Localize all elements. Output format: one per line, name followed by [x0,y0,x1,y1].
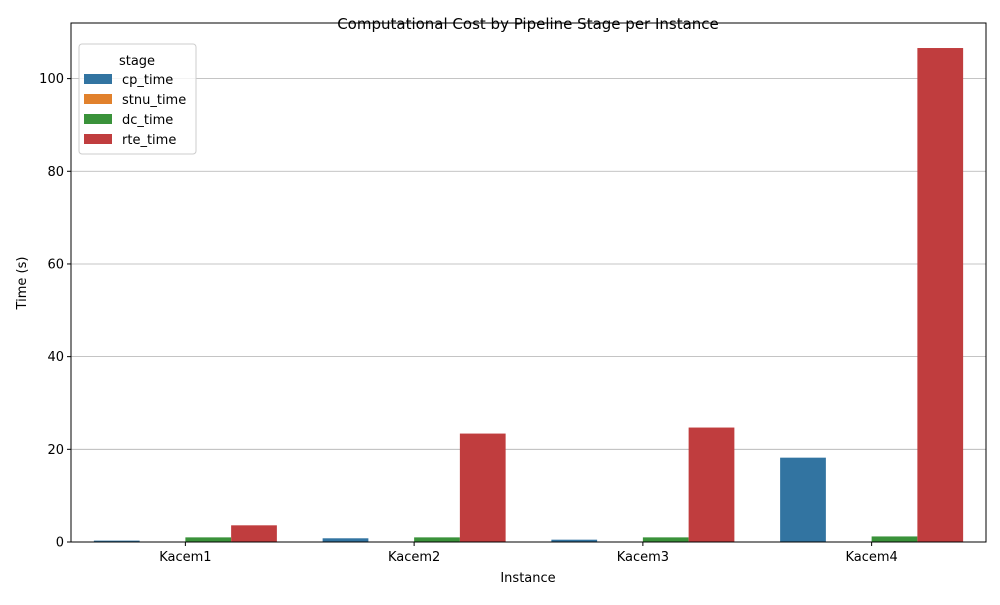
y-axis-ticks: 0 20 40 60 80 100 [39,72,71,551]
y-tick-label: 20 [47,443,64,458]
bar-cp_time-Kacem1 [93,540,140,542]
y-tick-label: 60 [47,257,64,272]
x-axis-label: Instance [500,571,555,586]
bar-rte_time-Kacem3 [688,427,735,542]
bar-cp_time-Kacem2 [322,538,369,542]
legend-swatch-dc_time [84,114,112,124]
legend-label-rte_time: rte_time [122,133,176,148]
bar-dc_time-Kacem1 [185,537,232,542]
plot-frame [70,22,987,543]
legend-title: stage [119,54,155,69]
legend-box [78,43,197,155]
bar-cp_time-Kacem3 [551,539,598,542]
bar-rte_time-Kacem4 [917,48,964,542]
y-tick-label: 100 [39,72,64,87]
legend-swatch-rte_time [84,134,112,144]
y-tick-label: 80 [47,165,64,180]
bar-rte_time-Kacem2 [459,433,506,542]
legend-label-cp_time: cp_time [122,73,173,88]
legend-label-dc_time: dc_time [122,113,173,128]
x-tick-label: Kacem4 [845,550,897,565]
bar-dc_time-Kacem4 [871,536,918,542]
x-tick-label: Kacem3 [617,550,669,565]
legend-swatch-stnu_time [84,94,112,104]
bar-dc_time-Kacem3 [642,537,689,542]
gridlines [71,78,986,543]
x-axis-ticks: Kacem1 Kacem2 Kacem3 Kacem4 [159,542,898,565]
x-tick-label: Kacem1 [159,550,211,565]
bar-rte_time-Kacem1 [231,525,277,542]
y-axis-label: Time (s) [15,257,30,311]
x-tick-label: Kacem2 [388,550,440,565]
y-tick-label: 0 [56,536,64,551]
bar-dc_time-Kacem2 [414,537,460,542]
bar-cp_time-Kacem4 [780,457,826,542]
legend-label-stnu_time: stnu_time [122,93,186,108]
legend: stage cp_time stnu_time dc_time rte_time [78,43,197,155]
legend-items: cp_time stnu_time dc_time rte_time [84,73,186,148]
legend-swatch-cp_time [84,74,112,84]
y-tick-label: 40 [47,350,64,365]
chart-title: Computational Cost by Pipeline Stage per… [337,15,719,33]
bars [93,48,964,542]
